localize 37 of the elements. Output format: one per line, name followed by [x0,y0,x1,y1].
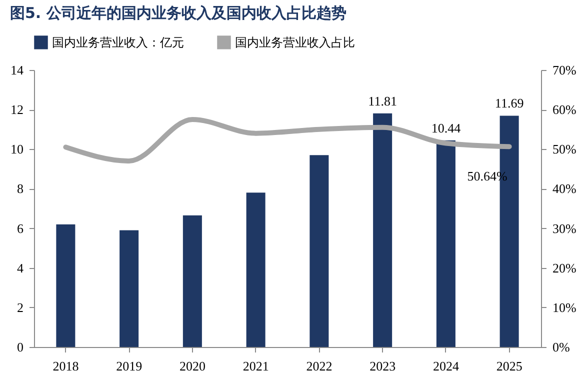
y-tick-label: 6 [17,220,24,236]
data-label: 10.44 [431,120,462,136]
x-tick-label: 2022 [306,358,332,374]
y-tick-label: 12 [10,102,24,118]
y2-tick-label: 10% [552,300,576,315]
x-tick-label: 2020 [179,358,206,374]
x-tick-label: 2019 [116,358,142,374]
y-tick-label: 10 [10,142,24,157]
bar [436,140,456,347]
x-tick-label: 2023 [370,358,396,374]
y2-tick-label: 0% [552,340,570,354]
chart-title: 图5. 公司近年的国内业务收入及国内收入占比趋势 [10,4,346,22]
bar [373,113,392,347]
y-tick-label: 4 [17,260,24,276]
bar [310,155,329,347]
y2-tick-label: 30% [552,220,576,236]
bar [246,192,266,347]
data-label: 11.81 [368,93,397,108]
y-tick-label: 0 [17,340,24,354]
y2-tick-label: 50% [552,142,576,157]
y2-tick-label: 40% [552,181,576,196]
y-tick-label: 8 [17,181,24,196]
bar [182,215,202,347]
x-tick-label: 2021 [242,358,269,374]
y2-tick-label: 60% [552,102,576,118]
x-tick-label: 2024 [432,358,460,374]
bar [56,224,76,347]
bar [120,230,139,347]
y2-tick-label: 20% [552,260,576,276]
y-tick-label: 2 [17,300,24,315]
y-tick-label: 14 [10,62,24,78]
x-tick-label: 2025 [496,358,522,374]
y2-tick-label: 70% [552,62,576,78]
x-tick-label: 2018 [52,358,79,374]
legend-label: 国内业务营业收入：亿元 [52,35,184,50]
data-label: 11.69 [494,96,524,111]
legend-label: 国内业务营业收入占比 [235,35,355,50]
